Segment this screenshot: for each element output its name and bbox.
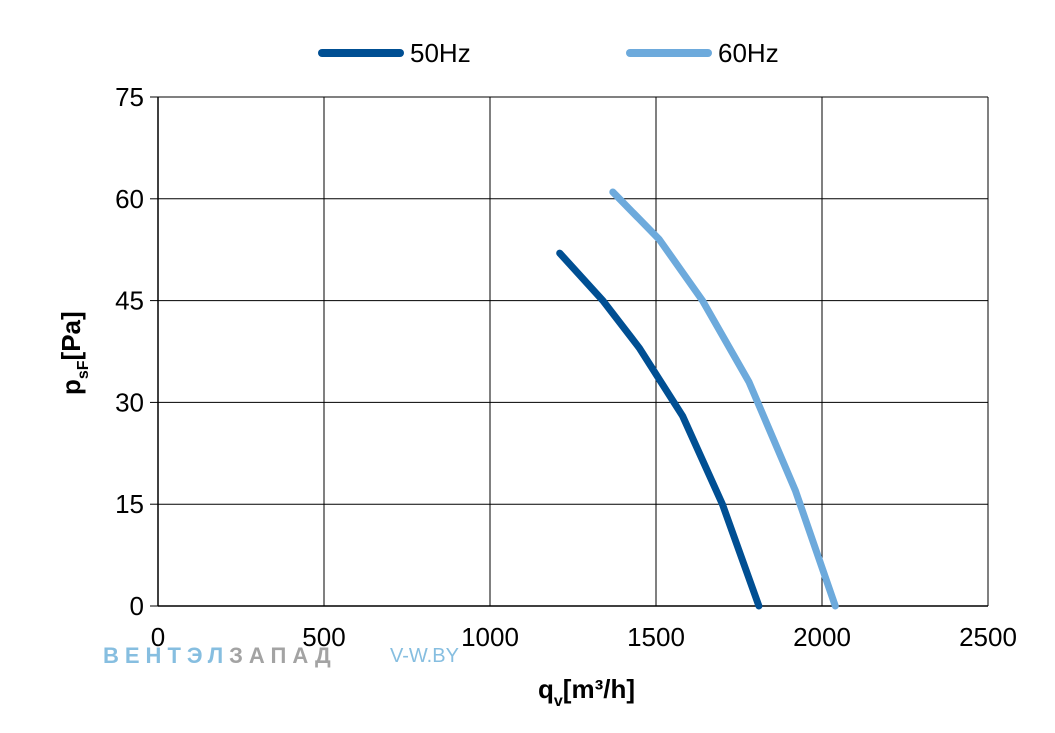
legend-entry-60hz: 60Hz (626, 38, 779, 68)
x-tick-label: 1000 (461, 622, 519, 652)
x-tick-label: 0 (151, 622, 165, 652)
y-axis-title-sub: sF (75, 360, 92, 379)
legend-entry-50hz: 50Hz (318, 38, 471, 68)
x-axis-title-sub: v (554, 693, 563, 710)
y-axis-title: psF[Pa] (56, 311, 92, 395)
y-tick-label: 45 (115, 286, 144, 316)
watermark-site: V-W.BY (390, 645, 459, 667)
x-tick-label: 500 (302, 622, 345, 652)
grid (150, 96, 989, 607)
legend-label: 60Hz (718, 38, 779, 68)
legend: 50Hz 60Hz (318, 38, 779, 68)
legend-label: 50Hz (410, 38, 471, 68)
y-tick-label: 75 (115, 82, 144, 112)
series-line-50hz (556, 249, 763, 610)
y-tick-labels: 0 15 30 45 60 75 (115, 82, 144, 621)
y-tick-label: 60 (115, 184, 144, 214)
watermark-brand-part1: ВЕНТЭЛ (103, 643, 229, 668)
x-tick-label: 2000 (793, 622, 851, 652)
x-tick-label: 2500 (959, 622, 1017, 652)
x-tick-labels: 0 500 1000 1500 2000 2500 (151, 622, 1017, 652)
watermark-brand: ВЕНТЭЛЗАПАД (103, 643, 337, 668)
watermark: ВЕНТЭЛЗАПАД V-W.BY (103, 643, 459, 668)
series-line-60hz (609, 188, 839, 610)
x-axis-title: qv[m³/h] (538, 674, 635, 710)
x-tick-label: 1500 (627, 622, 685, 652)
watermark-brand-part2: ЗАПАД (229, 643, 337, 668)
y-tick-label: 30 (115, 387, 144, 417)
x-axis-title-unit: [m³/h] (563, 674, 635, 704)
y-tick-label: 15 (115, 489, 144, 519)
y-axis-title-main: p (56, 379, 86, 395)
series-lines (556, 188, 839, 610)
y-tick-label: 0 (130, 591, 144, 621)
y-axis-title-unit: [Pa] (56, 311, 86, 360)
x-axis-title-main: q (538, 674, 554, 704)
